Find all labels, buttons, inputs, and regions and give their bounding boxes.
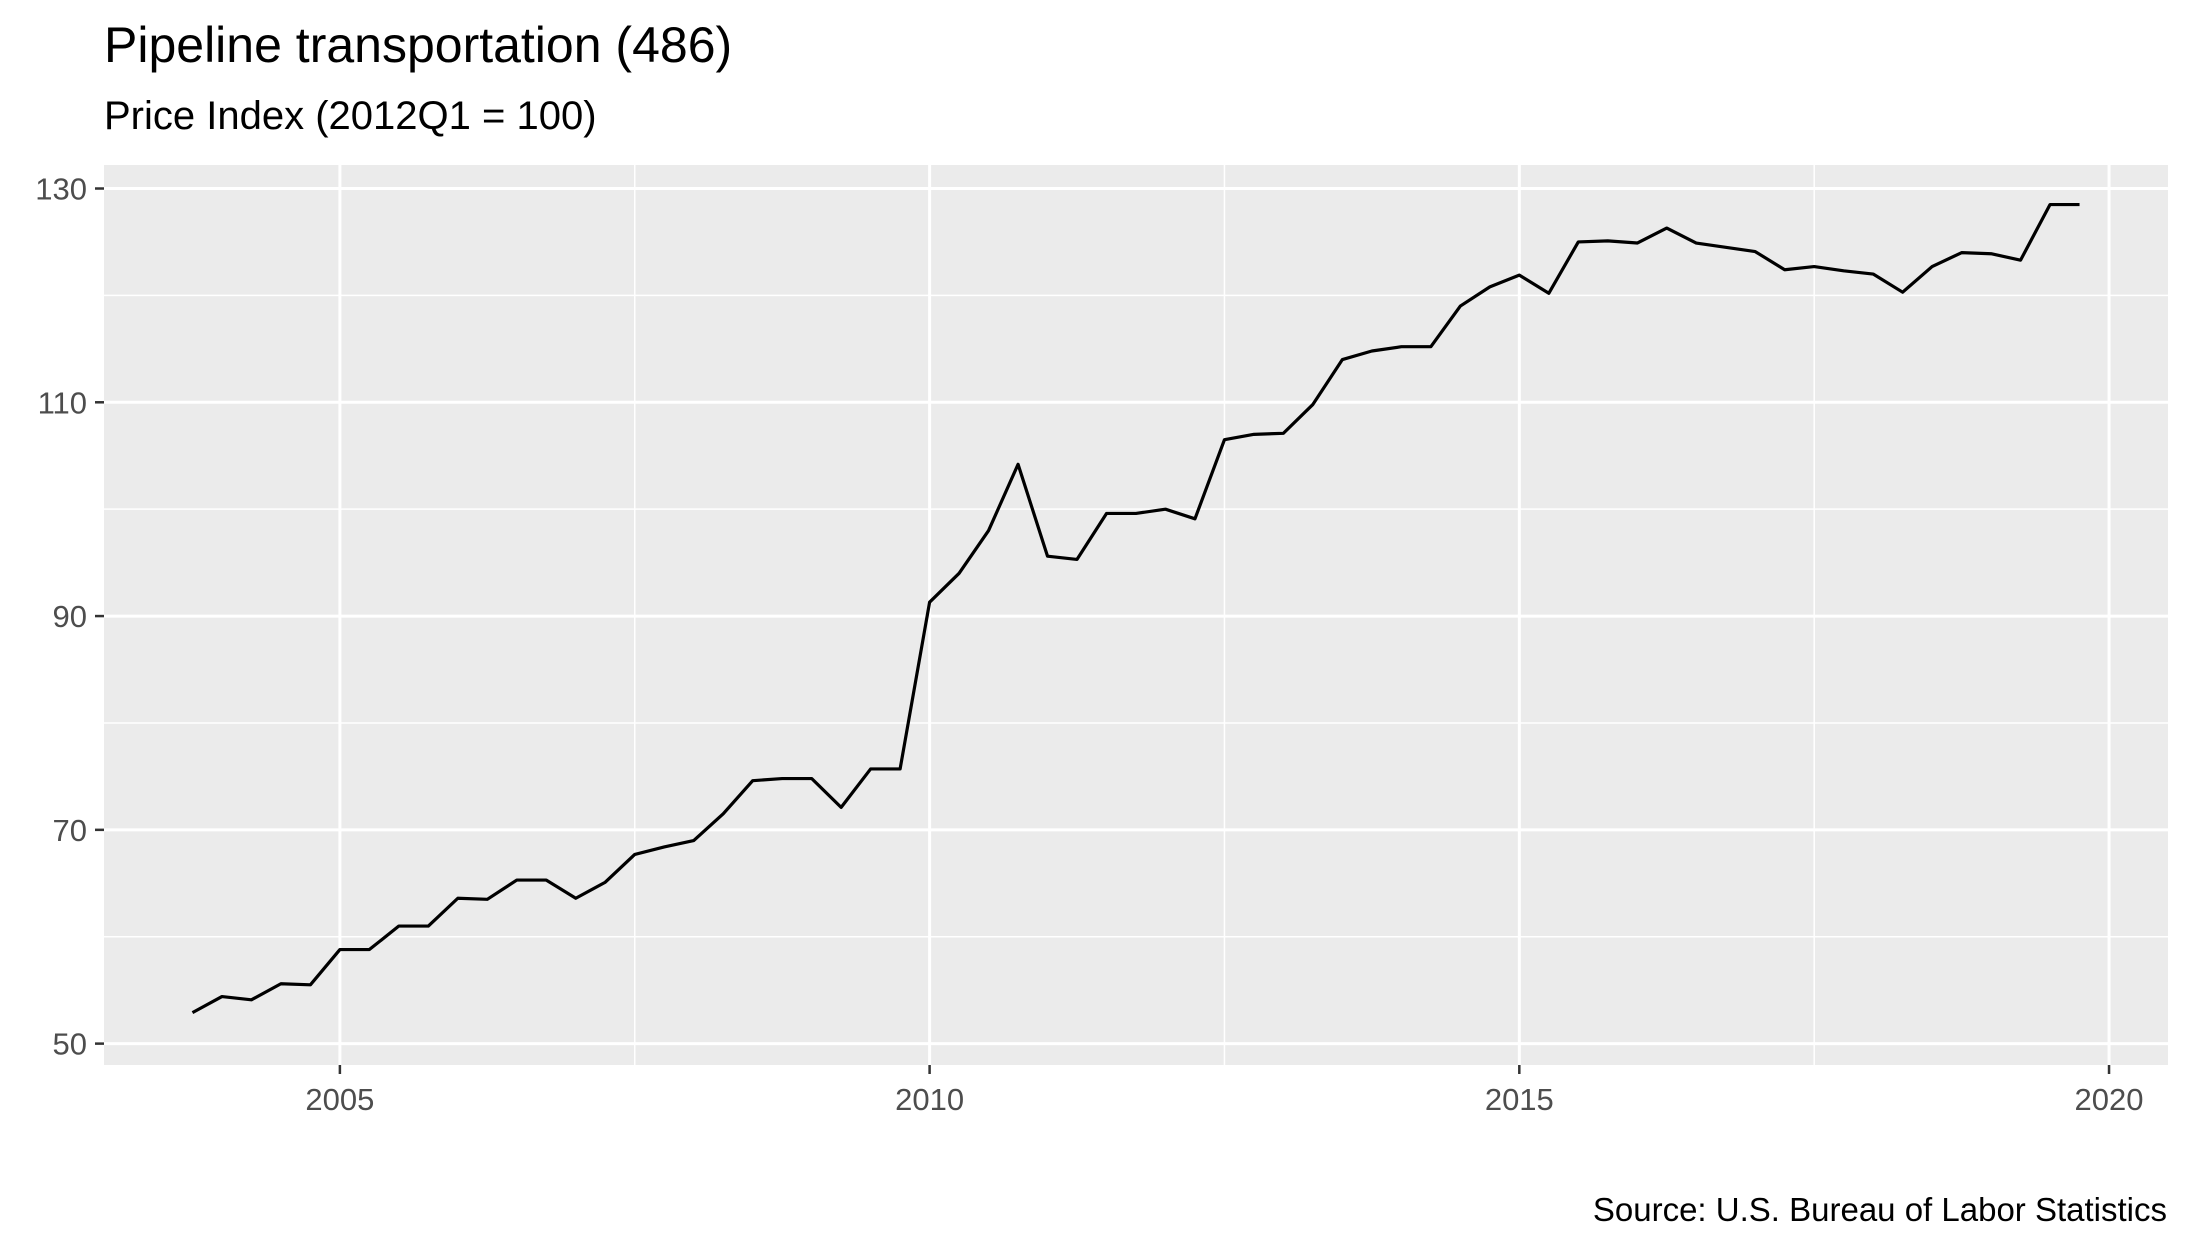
x-tick-label: 2005 bbox=[305, 1082, 374, 1117]
minor-y-gridlines bbox=[104, 294, 2168, 938]
y-tick-label: 110 bbox=[38, 385, 87, 420]
y-tick-label: 90 bbox=[53, 599, 87, 634]
chart-subtitle: Price Index (2012Q1 = 100) bbox=[104, 94, 597, 138]
chart-title: Pipeline transportation (486) bbox=[104, 17, 732, 73]
x-tick-label: 2020 bbox=[2075, 1082, 2144, 1117]
chart-caption: Source: U.S. Bureau of Labor Statistics bbox=[1593, 1191, 2167, 1228]
series-layer bbox=[191, 202, 2080, 1015]
y-axis: 50 70 90 110 130 bbox=[35, 172, 104, 1062]
x-tick-label: 2010 bbox=[895, 1082, 964, 1117]
x-tick-label: 2015 bbox=[1485, 1082, 1554, 1117]
series-line bbox=[191, 202, 2080, 1015]
major-y-gridlines bbox=[104, 187, 2168, 1046]
y-tick-label: 130 bbox=[35, 172, 87, 207]
x-axis: 2005 2010 2015 2020 bbox=[305, 1065, 2144, 1117]
y-tick-label: 70 bbox=[53, 813, 87, 848]
y-tick-label: 50 bbox=[53, 1027, 87, 1062]
